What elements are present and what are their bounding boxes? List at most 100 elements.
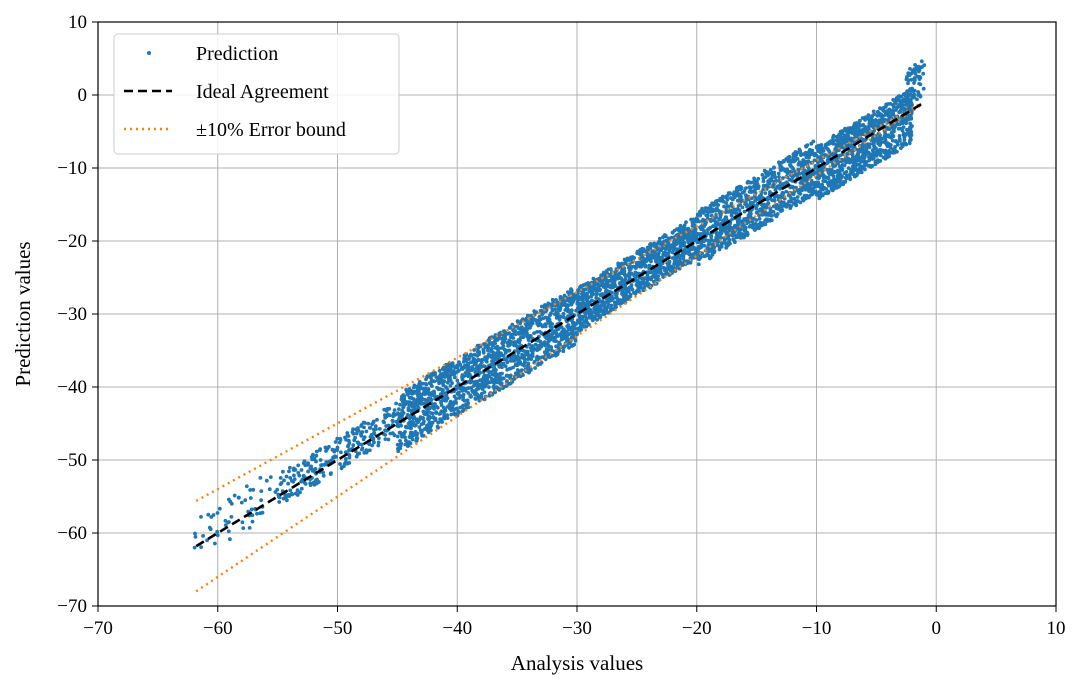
prediction-point <box>547 344 551 348</box>
prediction-point <box>539 304 544 309</box>
prediction-point <box>747 203 752 208</box>
prediction-point <box>315 477 319 482</box>
prediction-point <box>597 276 602 281</box>
prediction-point <box>803 193 807 198</box>
prediction-point <box>860 116 865 120</box>
prediction-point <box>483 355 487 360</box>
prediction-point <box>229 501 234 506</box>
prediction-point <box>558 308 562 313</box>
prediction-point <box>463 388 468 393</box>
prediction-point <box>414 423 418 427</box>
prediction-point <box>776 205 781 210</box>
prediction-point <box>498 381 503 386</box>
prediction-point <box>512 343 516 348</box>
prediction-point <box>275 487 280 492</box>
prediction-point <box>740 220 744 225</box>
prediction-point <box>658 265 663 269</box>
prediction-point <box>885 141 890 146</box>
prediction-point <box>417 425 422 429</box>
prediction-point <box>804 184 809 189</box>
prediction-point <box>840 152 845 157</box>
prediction-point <box>870 114 874 119</box>
prediction-point <box>754 206 759 211</box>
prediction-point <box>386 437 391 442</box>
prediction-point <box>237 495 241 500</box>
prediction-point <box>740 190 745 195</box>
prediction-point <box>284 474 289 479</box>
prediction-point <box>506 374 511 378</box>
prediction-point <box>473 391 478 395</box>
prediction-point <box>842 163 847 168</box>
prediction-point <box>717 247 722 252</box>
prediction-point <box>594 291 599 296</box>
prediction-point <box>719 231 723 236</box>
prediction-point <box>447 365 452 369</box>
prediction-point <box>826 142 830 147</box>
prediction-point <box>845 173 849 178</box>
prediction-point <box>632 273 636 278</box>
prediction-point <box>465 398 470 403</box>
prediction-point <box>606 311 611 315</box>
prediction-point <box>259 498 263 503</box>
x-axis-label: Analysis values <box>511 651 643 675</box>
prediction-point <box>745 230 750 235</box>
prediction-point <box>826 158 831 163</box>
prediction-point <box>481 350 486 355</box>
prediction-point <box>490 343 495 348</box>
prediction-point <box>490 378 495 382</box>
prediction-point <box>693 228 698 233</box>
prediction-point <box>310 468 315 473</box>
prediction-point <box>906 71 911 76</box>
prediction-point <box>396 446 400 451</box>
prediction-point <box>439 409 444 414</box>
prediction-point <box>664 238 668 243</box>
prediction-point <box>418 385 423 389</box>
prediction-point <box>576 291 580 296</box>
prediction-point <box>772 182 776 187</box>
prediction-point <box>828 139 833 144</box>
prediction-point <box>775 184 780 189</box>
prediction-point <box>430 384 434 388</box>
prediction-point <box>612 280 617 285</box>
prediction-point <box>890 133 895 138</box>
prediction-point <box>490 372 495 377</box>
prediction-point <box>838 175 843 180</box>
prediction-point <box>554 353 558 358</box>
prediction-point <box>299 468 304 472</box>
prediction-point <box>338 462 342 466</box>
prediction-point <box>592 306 597 311</box>
prediction-point <box>761 179 766 184</box>
prediction-point <box>371 419 376 424</box>
prediction-point <box>753 226 758 231</box>
prediction-point <box>649 276 654 281</box>
prediction-point <box>376 440 381 445</box>
prediction-point <box>622 297 627 302</box>
prediction-point <box>467 368 471 373</box>
prediction-point <box>768 211 772 215</box>
prediction-point <box>456 363 460 367</box>
prediction-point <box>192 545 197 550</box>
prediction-point <box>816 176 821 181</box>
prediction-point <box>670 250 675 255</box>
prediction-point <box>768 168 773 172</box>
prediction-point <box>250 513 255 518</box>
prediction-point <box>525 313 530 318</box>
prediction-point <box>898 138 902 143</box>
prediction-point <box>594 287 598 292</box>
prediction-point <box>455 378 460 383</box>
prediction-point <box>347 455 352 460</box>
prediction-point <box>633 270 638 275</box>
prediction-point <box>702 224 706 229</box>
prediction-point <box>922 63 927 68</box>
prediction-point <box>251 487 256 492</box>
prediction-point <box>710 246 715 251</box>
prediction-point <box>504 358 509 362</box>
prediction-point <box>363 421 367 425</box>
prediction-point <box>467 354 472 359</box>
prediction-point <box>724 217 729 222</box>
prediction-point <box>650 249 655 254</box>
prediction-point <box>805 152 810 157</box>
prediction-point <box>455 391 460 396</box>
prediction-point <box>677 226 682 231</box>
prediction-point <box>625 288 630 293</box>
